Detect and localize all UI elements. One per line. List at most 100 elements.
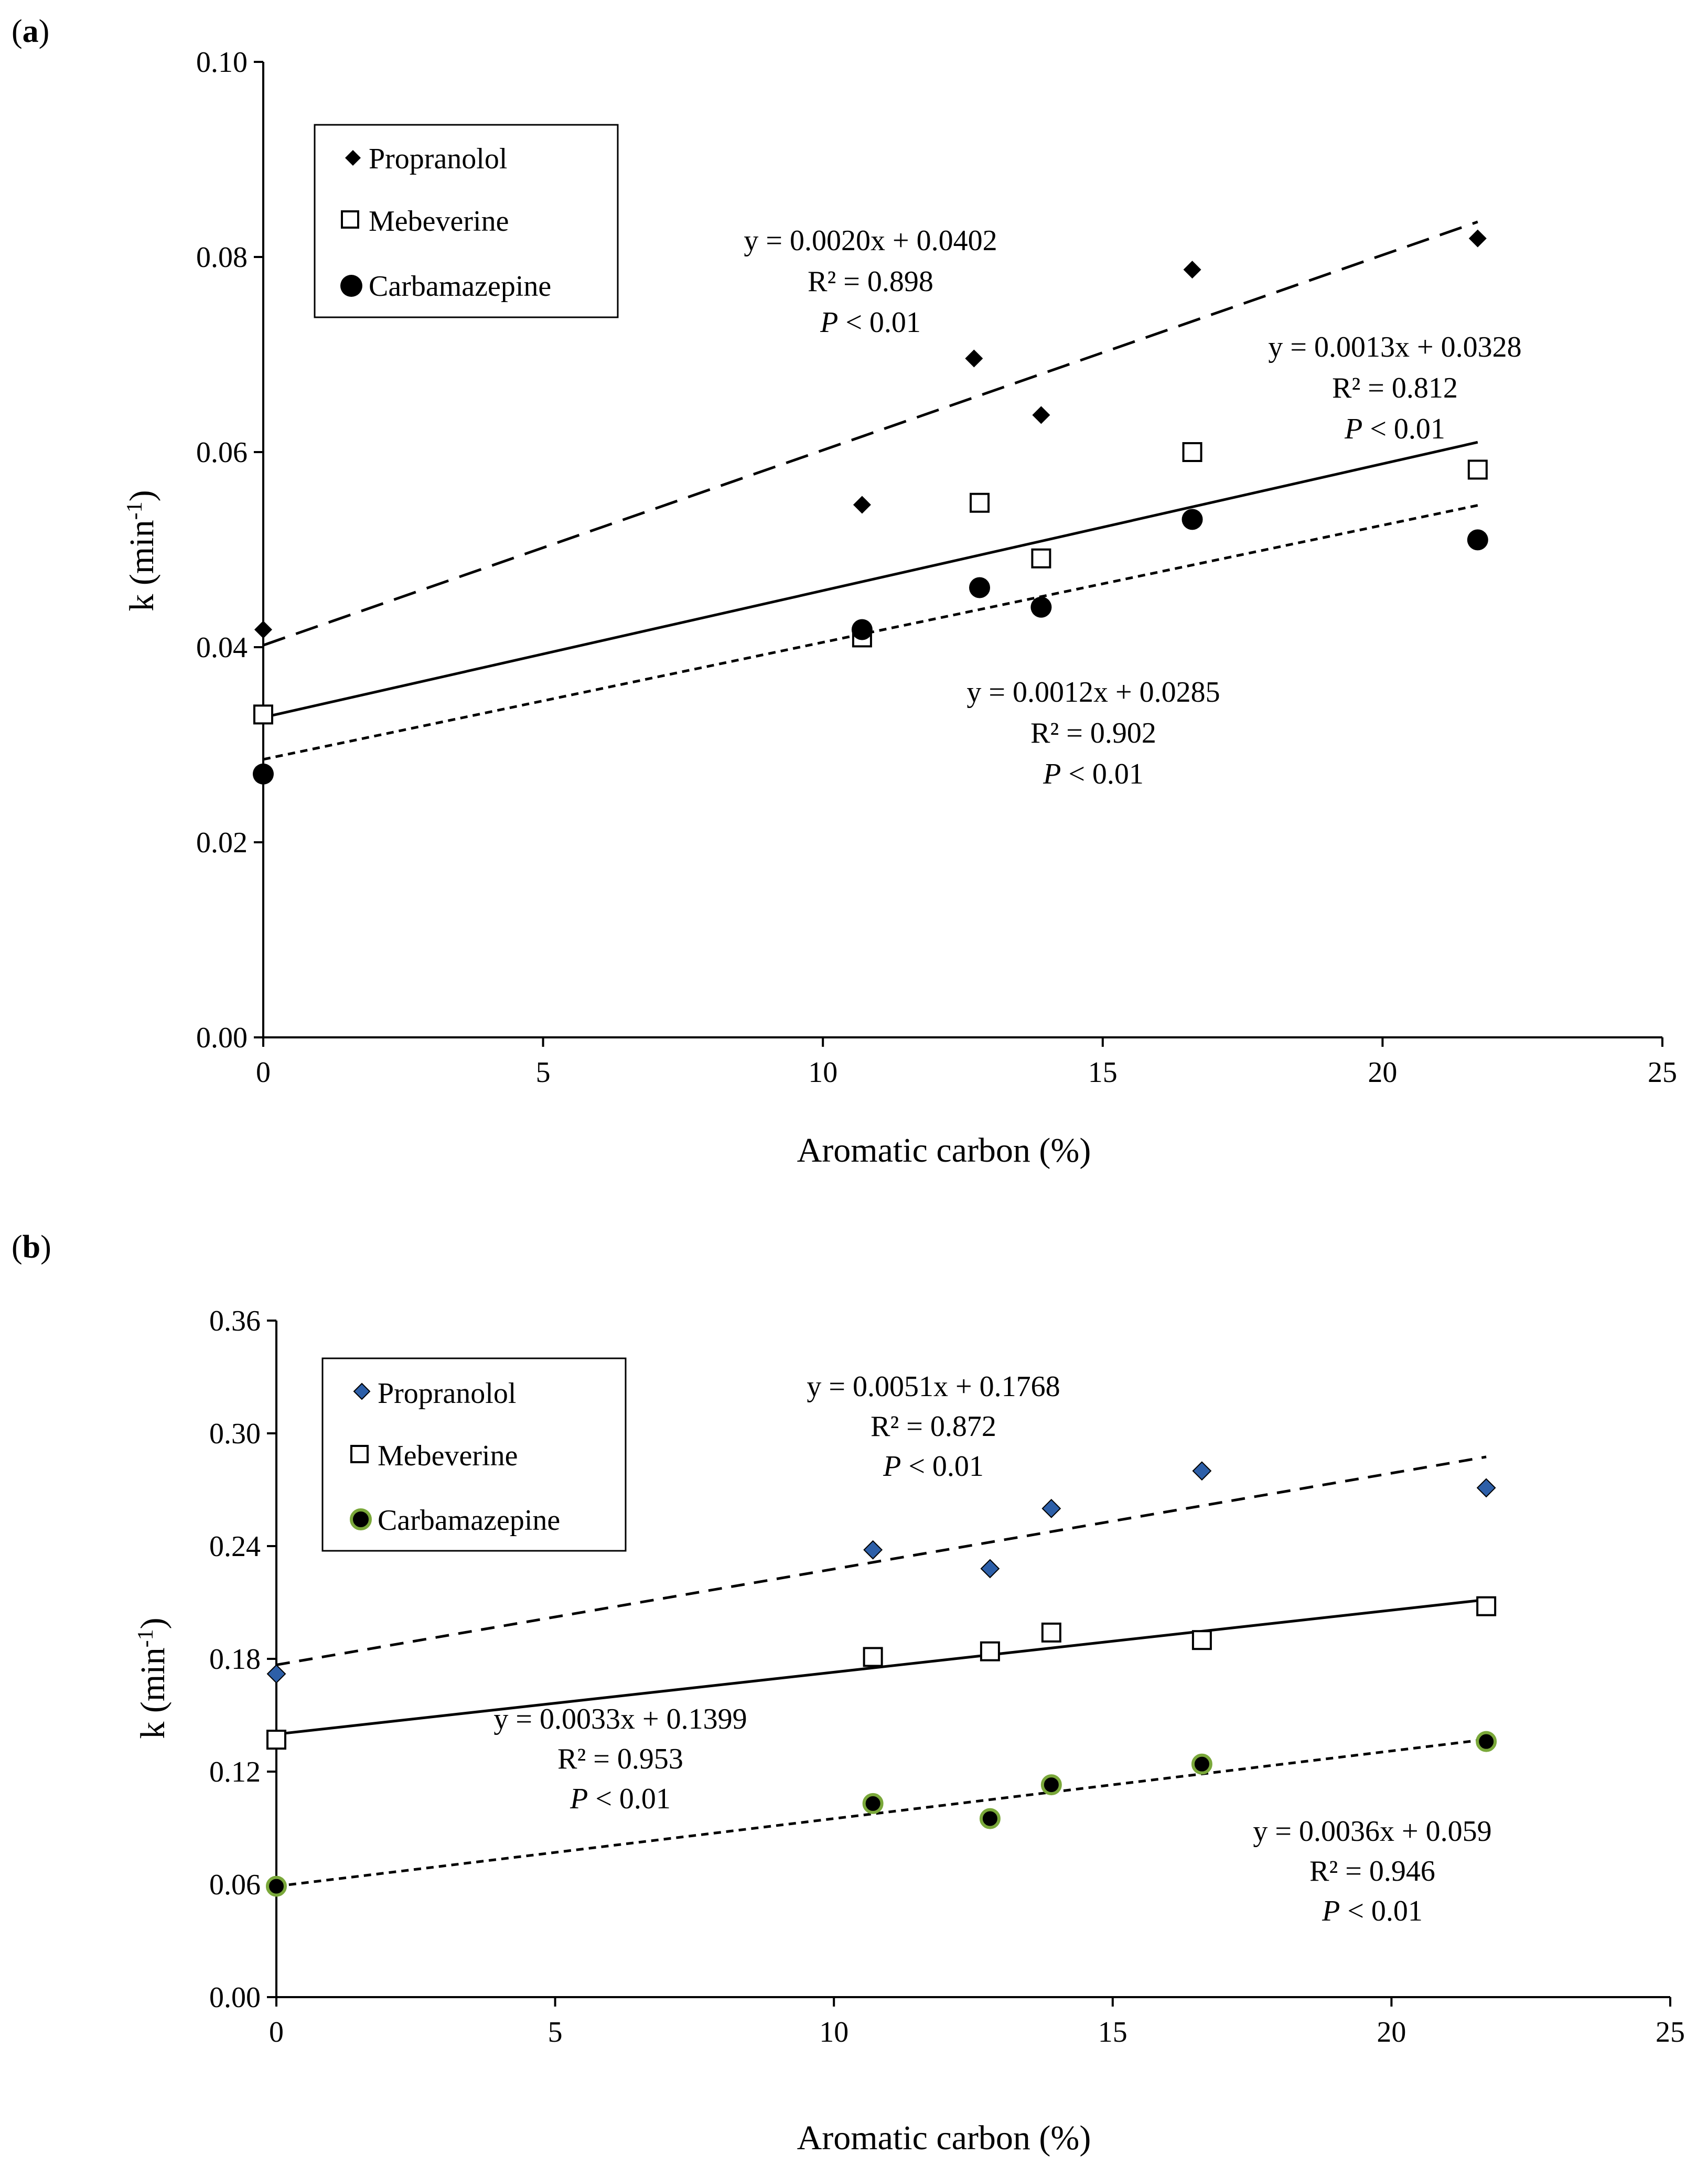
x-tick-label: 5: [536, 1056, 551, 1089]
legend-b-carbamazepine-label: Carbamazepine: [378, 1504, 560, 1537]
panel-a: (a) 0.00 0.02 0.04 0.06 0.08 0.10 0 5 10 15 20 25 A…: [12, 14, 1677, 1170]
data-point-mebeverine: [1467, 459, 1488, 480]
chart-b-legend: Propranolol Mebeverine Carbamazepine: [321, 1357, 627, 1552]
chart-a-annotation-carbamazepine: y = 0.0012x + 0.0285 R² = 0.902 P < 0.01: [966, 676, 1220, 790]
annotation-a-mebeverine-p: P < 0.01: [1344, 413, 1445, 445]
legend-b-mebeverine-marker: [350, 1445, 369, 1463]
chart-a-points: [253, 229, 1488, 785]
chart-a-axes: 0.00 0.02 0.04 0.06 0.08 0.10 0 5 10 15 20 25: [196, 46, 1677, 1089]
chart-b-annotation-carbamazepine: y = 0.0036x + 0.059 R² = 0.946 P < 0.01: [1253, 1815, 1491, 1927]
chart-b-axes: 0.00 0.06 0.12 0.18 0.24 0.30 0.36 0 5 10 15 20 25: [209, 1305, 1685, 2049]
chart-a-y-axis-title: k (min-1): [123, 490, 161, 611]
data-point-mebeverine: [1182, 442, 1202, 462]
data-point-propranolol: [1032, 406, 1050, 424]
annotation-b-carbamazepine-r2: R² = 0.946: [1309, 1855, 1435, 1888]
data-point-carbamazepine: [1030, 596, 1052, 618]
data-point-mebeverine: [1191, 1630, 1212, 1650]
y-tick-label: 0.06: [196, 436, 248, 469]
data-point-carbamazepine: [1181, 509, 1203, 530]
data-point-carbamazepine: [1040, 1774, 1062, 1796]
annotation-b-carbamazepine-equation: y = 0.0036x + 0.059: [1253, 1815, 1491, 1848]
legend-a-carbamazepine-marker: [340, 275, 362, 297]
data-point-mebeverine: [1476, 1596, 1497, 1616]
legend-b-propranolol-label: Propranolol: [378, 1377, 516, 1410]
y-tick-label: 0.08: [196, 241, 248, 274]
legend-b-carbamazepine-marker: [350, 1508, 372, 1530]
x-tick-label: 10: [819, 2016, 848, 2049]
data-point-carbamazepine: [979, 1808, 1001, 1829]
data-point-propranolol: [266, 1664, 286, 1684]
chart-a-legend-box: [314, 124, 619, 318]
chart-b-legend-box: [321, 1357, 627, 1552]
chart-b-x-axis-title: Aromatic carbon (%): [797, 2119, 1091, 2157]
legend-a-carbamazepine-label: Carbamazepine: [369, 270, 551, 303]
x-tick-label: 15: [1098, 2016, 1127, 2049]
trendline-propranolol: [276, 1455, 1487, 1666]
data-point-mebeverine: [1041, 1622, 1061, 1643]
legend-a-propranolol-marker: [345, 150, 361, 166]
legend-b-propranolol-marker: [353, 1382, 371, 1400]
chart-a-annotation-propranolol: y = 0.0020x + 0.0402 R² = 0.898 P < 0.01: [744, 224, 997, 339]
trendline-mebeverine: [263, 441, 1478, 719]
data-point-propranolol: [980, 1559, 1000, 1579]
x-tick-label: 10: [808, 1056, 837, 1089]
x-tick-label: 20: [1377, 2016, 1406, 2049]
legend-b-mebeverine-label: Mebeverine: [378, 1440, 518, 1472]
annotation-a-mebeverine-equation: y = 0.0013x + 0.0328: [1268, 331, 1521, 363]
data-point-mebeverine: [1031, 548, 1051, 569]
legend-a-mebeverine-label: Mebeverine: [369, 205, 509, 238]
x-tick-label: 5: [548, 2016, 563, 2049]
y-tick-label: 0.00: [209, 1981, 261, 2014]
data-point-propranolol: [1041, 1498, 1061, 1518]
chart-b-annotation-propranolol: y = 0.0051x + 0.1768 R² = 0.872 P < 0.01: [807, 1370, 1060, 1483]
annotation-b-propranolol-p: P < 0.01: [883, 1450, 984, 1483]
data-point-carbamazepine: [851, 619, 873, 640]
chart-b-annotation-mebeverine: y = 0.0033x + 0.1399 R² = 0.953 P < 0.01: [493, 1703, 747, 1815]
data-point-propranolol: [1183, 261, 1201, 279]
y-tick-label: 0.12: [209, 1756, 261, 1788]
x-tick-label: 20: [1368, 1056, 1397, 1089]
y-tick-label: 0.18: [209, 1643, 261, 1676]
y-tick-label: 0.02: [196, 827, 248, 859]
data-point-carbamazepine: [253, 763, 274, 785]
annotation-a-propranolol-equation: y = 0.0020x + 0.0402: [744, 224, 997, 257]
y-tick-label: 0.10: [196, 46, 248, 79]
data-point-propranolol: [1476, 1478, 1496, 1498]
annotation-a-propranolol-p: P < 0.01: [820, 306, 921, 339]
data-point-propranolol: [1468, 229, 1487, 248]
panel-a-label: (a): [12, 14, 49, 49]
annotation-b-propranolol-equation: y = 0.0051x + 0.1768: [807, 1370, 1060, 1403]
y-tick-label: 0.04: [196, 631, 248, 664]
chart-a-annotation-mebeverine: y = 0.0013x + 0.0328 R² = 0.812 P < 0.01: [1268, 331, 1521, 445]
chart-b-plot: 0.00 0.06 0.12 0.18 0.24 0.30 0.36 0 5 10 15 20 25: [209, 1305, 1685, 2049]
chart-a-plot: 0.00 0.02 0.04 0.06 0.08 0.10 0 5 10 15 20 25: [196, 46, 1677, 1089]
chart-a-legend: Propranolol Mebeverine Carbamazepine: [314, 124, 619, 318]
panel-b-label: (b): [12, 1229, 51, 1265]
legend-a-mebeverine-marker: [341, 210, 359, 229]
data-point-mebeverine: [980, 1641, 1000, 1661]
data-point-carbamazepine: [1467, 529, 1488, 551]
data-point-propranolol: [965, 349, 983, 368]
y-tick-label: 0.24: [209, 1530, 261, 1563]
annotation-b-carbamazepine-p: P < 0.01: [1322, 1895, 1423, 1927]
x-tick-label: 0: [269, 2016, 284, 2049]
trendline-carbamazepine: [276, 1738, 1487, 1888]
annotation-b-propranolol-r2: R² = 0.872: [871, 1410, 996, 1443]
panel-b: (b) 0.00 0.06 0.12 0.18 0.24 0.30 0.36 0 5 10 15 20…: [12, 1229, 1685, 2157]
data-point-carbamazepine: [1191, 1753, 1212, 1775]
x-tick-label: 15: [1088, 1056, 1118, 1089]
annotation-b-mebeverine-equation: y = 0.0033x + 0.1399: [493, 1703, 747, 1735]
annotation-a-carbamazepine-p: P < 0.01: [1043, 758, 1144, 790]
data-point-carbamazepine: [266, 1875, 287, 1897]
y-tick-label: 0.06: [209, 1869, 261, 1901]
data-point-propranolol: [1192, 1461, 1212, 1481]
annotation-a-mebeverine-r2: R² = 0.812: [1332, 372, 1458, 404]
data-point-mebeverine: [863, 1647, 883, 1667]
y-tick-label: 0.36: [209, 1305, 261, 1337]
legend-a-propranolol-label: Propranolol: [369, 143, 507, 175]
annotation-a-propranolol-r2: R² = 0.898: [808, 265, 933, 298]
data-point-carbamazepine: [862, 1793, 884, 1814]
data-point-carbamazepine: [969, 577, 991, 598]
y-tick-label: 0.00: [196, 1022, 248, 1054]
